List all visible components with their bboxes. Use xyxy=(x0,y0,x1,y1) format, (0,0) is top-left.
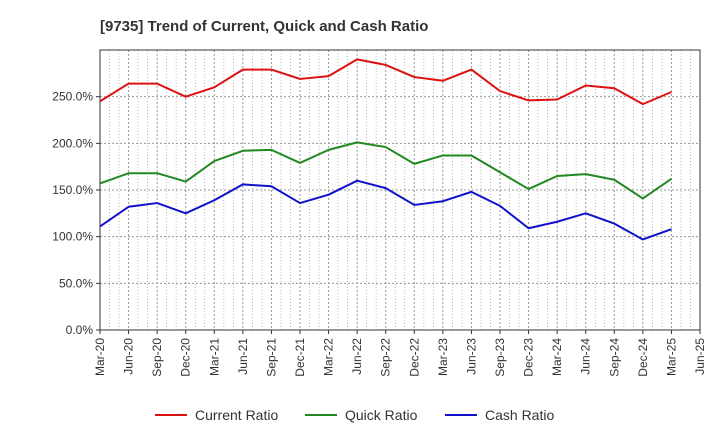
legend-label-cash-ratio: Cash Ratio xyxy=(485,407,554,423)
x-tick-label: Mar-24 xyxy=(550,338,564,376)
x-tick-label: Mar-20 xyxy=(93,338,107,376)
x-tick-label: Mar-23 xyxy=(436,338,450,376)
x-tick-label: Dec-22 xyxy=(407,338,421,377)
x-tick-label: Jun-20 xyxy=(122,338,136,375)
legend-label-quick-ratio: Quick Ratio xyxy=(345,407,418,423)
x-tick-label: Dec-20 xyxy=(179,338,193,377)
y-axis: 0.0% 50.0% 100.0% 150.0% 200.0% 250.0% xyxy=(52,90,100,337)
y-tick-label: 50.0% xyxy=(59,276,93,290)
series-line-cash-ratio xyxy=(99,179,672,241)
x-tick-label: Sep-24 xyxy=(607,338,621,377)
y-tick-label: 100.0% xyxy=(52,230,93,244)
x-tick-label: Sep-20 xyxy=(150,338,164,377)
x-tick-label: Dec-21 xyxy=(293,338,307,377)
y-tick-label: 0.0% xyxy=(66,323,94,337)
x-tick-label: Jun-23 xyxy=(464,338,478,375)
legend: Current Ratio Quick Ratio Cash Ratio xyxy=(155,407,554,423)
x-tick-label: Mar-21 xyxy=(207,338,221,376)
series-line-current-ratio xyxy=(99,58,672,106)
x-tick-label: Sep-21 xyxy=(264,338,278,377)
x-tick-label: Mar-25 xyxy=(664,338,678,376)
x-tick-label: Jun-21 xyxy=(236,338,250,375)
x-tick-label: Jun-25 xyxy=(693,338,707,375)
legend-label-current-ratio: Current Ratio xyxy=(195,407,278,423)
y-tick-label: 250.0% xyxy=(52,90,93,104)
series-lines xyxy=(99,58,672,241)
x-tick-label: Dec-23 xyxy=(522,338,536,377)
chart-title: [9735] Trend of Current, Quick and Cash … xyxy=(100,18,428,35)
x-tick-label: Jun-24 xyxy=(579,338,593,375)
x-axis: Mar-20 Jun-20 Sep-20 Dec-20 Mar-21 Jun-21 Sep-… xyxy=(93,330,707,377)
x-tick-label: Mar-22 xyxy=(322,338,336,376)
y-tick-label: 200.0% xyxy=(52,136,93,150)
x-tick-label: Sep-22 xyxy=(379,338,393,377)
series-line-quick-ratio xyxy=(99,141,672,200)
x-tick-label: Sep-23 xyxy=(493,338,507,377)
y-tick-label: 150.0% xyxy=(52,183,93,197)
x-tick-label: Jun-22 xyxy=(350,338,364,375)
grid xyxy=(100,50,700,330)
x-tick-label: Dec-24 xyxy=(636,338,650,377)
